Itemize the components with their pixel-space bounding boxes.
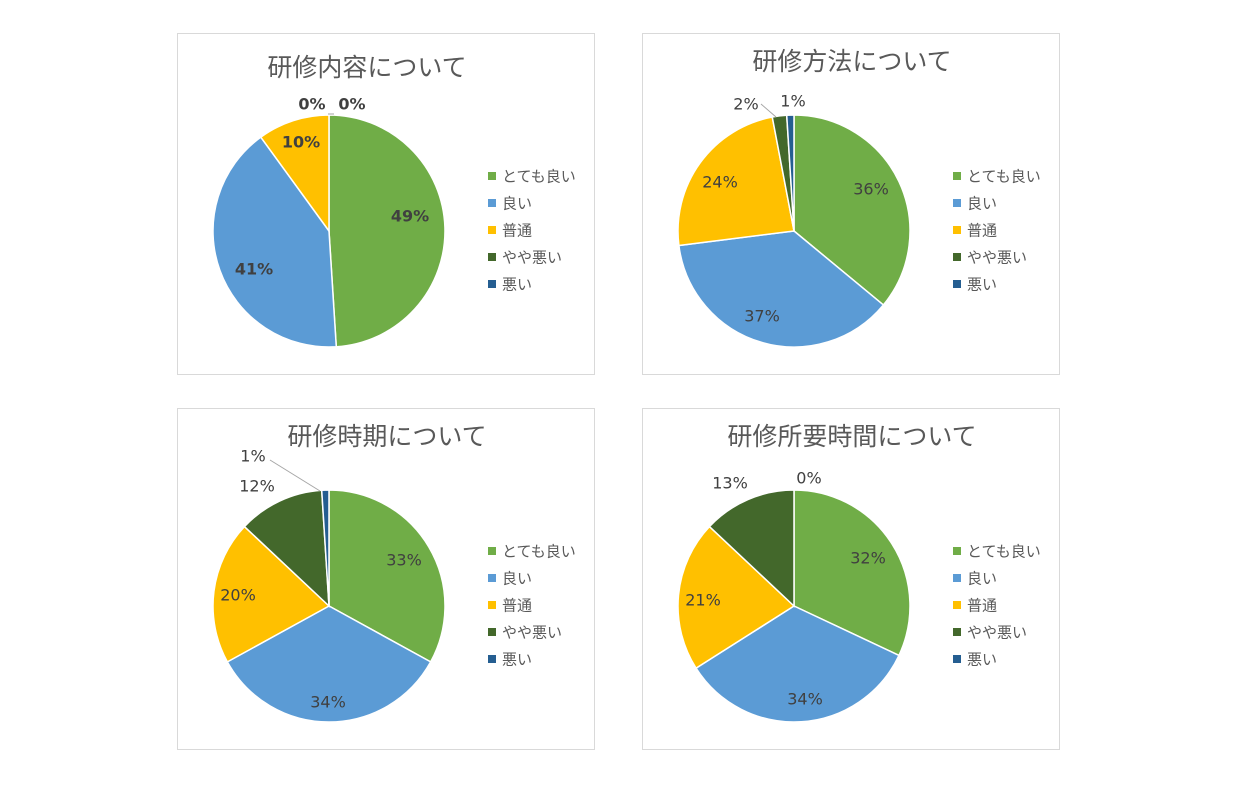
legend-label-very-good: とても良い: [502, 543, 576, 561]
data-label-normal: 24%: [702, 173, 738, 192]
legend-swatch-normal: [488, 226, 496, 234]
data-label-bad: 1%: [240, 447, 265, 466]
legend-label-bad: 悪い: [502, 651, 532, 669]
chart-panel-content: 研修内容について 49% 41% 10% 0% 0% とても良い良い普通やや悪い悪い: [177, 33, 595, 375]
legend-swatch-somewhat-bad: [488, 253, 496, 261]
data-label-very-good: 32%: [850, 549, 886, 568]
legend-swatch-very-good: [488, 547, 496, 555]
chart-title: 研修時期について: [287, 422, 486, 451]
legend-swatch-bad: [953, 655, 961, 663]
legend-label-very-good: とても良い: [967, 168, 1041, 186]
pie-slice-normal: [259, 114, 330, 234]
legend-swatch-normal: [953, 226, 961, 234]
pie-slice-good: [695, 605, 900, 723]
legend-label-good: 良い: [967, 570, 997, 588]
pie-slices: [677, 114, 911, 348]
legend-label-bad: 悪い: [967, 651, 997, 669]
legend-label-normal: 普通: [502, 597, 532, 615]
pie-slice-good: [212, 136, 338, 348]
legend-swatch-very-good: [953, 547, 961, 555]
data-label-good: 34%: [787, 690, 823, 709]
pie-slice-somewhat-bad: [708, 489, 795, 608]
legend-swatch-bad: [488, 280, 496, 288]
legend-label-bad: 悪い: [502, 276, 532, 294]
pie-slice-normal: [212, 525, 331, 663]
legend-label-good: 良い: [967, 195, 997, 213]
data-label-good: 34%: [310, 693, 346, 712]
pie-slice-normal: [677, 116, 795, 247]
legend-swatch-normal: [953, 601, 961, 609]
legend-label-very-good: とても良い: [502, 168, 576, 186]
legend-swatch-very-good: [953, 172, 961, 180]
data-label-bad: 0%: [338, 95, 365, 114]
pie-slice-very-good: [793, 114, 911, 306]
pie-slice-bad: [320, 489, 330, 607]
legend-label-normal: 普通: [502, 222, 532, 240]
pie-slices: [212, 489, 446, 723]
data-label-somewhat-bad: 0%: [298, 95, 325, 114]
data-label-very-good: 33%: [386, 551, 422, 570]
legend-swatch-very-good: [488, 172, 496, 180]
pie-slice-very-good: [328, 489, 446, 663]
chart-panel-duration: 研修所要時間について 32% 34% 21% 13% 0% とても良い良い普通やや悪い悪い: [642, 408, 1060, 750]
legend-swatch-somewhat-bad: [953, 253, 961, 261]
data-label-very-good: 49%: [391, 207, 429, 226]
data-label-good: 37%: [744, 307, 780, 326]
legend-swatch-good: [953, 199, 961, 207]
legend-swatch-bad: [488, 655, 496, 663]
legend-swatch-somewhat-bad: [953, 628, 961, 636]
pie-slice-good: [678, 230, 885, 348]
chart-panel-timing: 研修時期について 33% 34% 20% 12% 1% とても良い良い普通やや悪い悪い: [177, 408, 595, 750]
chart-title: 研修内容について: [267, 53, 466, 82]
data-label-somewhat-bad: 2%: [733, 95, 758, 114]
legend-label-normal: 普通: [967, 597, 997, 615]
legend-swatch-normal: [488, 601, 496, 609]
legend-label-somewhat-bad: やや悪い: [967, 624, 1027, 642]
chart-panel-method: 研修方法について 36% 37% 24% 2% 1% とても良い良い普通やや悪い悪い: [642, 33, 1060, 375]
pie-slices: [677, 489, 911, 723]
data-label-somewhat-bad: 13%: [712, 474, 748, 493]
legend-label-normal: 普通: [967, 222, 997, 240]
pie-slice-good: [226, 605, 432, 723]
legend-label-very-good: とても良い: [967, 543, 1041, 561]
pie-slices: [212, 114, 446, 348]
chart-title: 研修方法について: [752, 47, 951, 76]
data-label-normal: 20%: [220, 586, 256, 605]
data-label-normal: 10%: [282, 133, 320, 152]
legend-label-good: 良い: [502, 195, 532, 213]
legend-label-good: 良い: [502, 570, 532, 588]
data-label-very-good: 36%: [853, 180, 889, 199]
legend-label-somewhat-bad: やや悪い: [502, 249, 562, 267]
legend-label-somewhat-bad: やや悪い: [502, 624, 562, 642]
data-label-good: 41%: [235, 260, 273, 279]
legend-swatch-good: [488, 199, 496, 207]
legend-swatch-good: [953, 574, 961, 582]
chart-title: 研修所要時間について: [727, 422, 976, 451]
data-label-bad: 1%: [780, 92, 805, 111]
legend-swatch-good: [488, 574, 496, 582]
legend-swatch-bad: [953, 280, 961, 288]
pie-slice-very-good: [793, 489, 911, 657]
data-label-somewhat-bad: 12%: [239, 477, 275, 496]
pie-slice-bad: [785, 114, 795, 232]
data-label-normal: 21%: [685, 591, 721, 610]
legend-swatch-somewhat-bad: [488, 628, 496, 636]
pie-slice-normal: [677, 525, 796, 670]
legend-label-bad: 悪い: [967, 276, 997, 294]
leader-line: [760, 103, 777, 118]
leader-line: [269, 459, 321, 492]
legend-label-somewhat-bad: やや悪い: [967, 249, 1027, 267]
pie-slice-very-good: [328, 114, 446, 348]
data-label-bad: 0%: [796, 469, 821, 488]
